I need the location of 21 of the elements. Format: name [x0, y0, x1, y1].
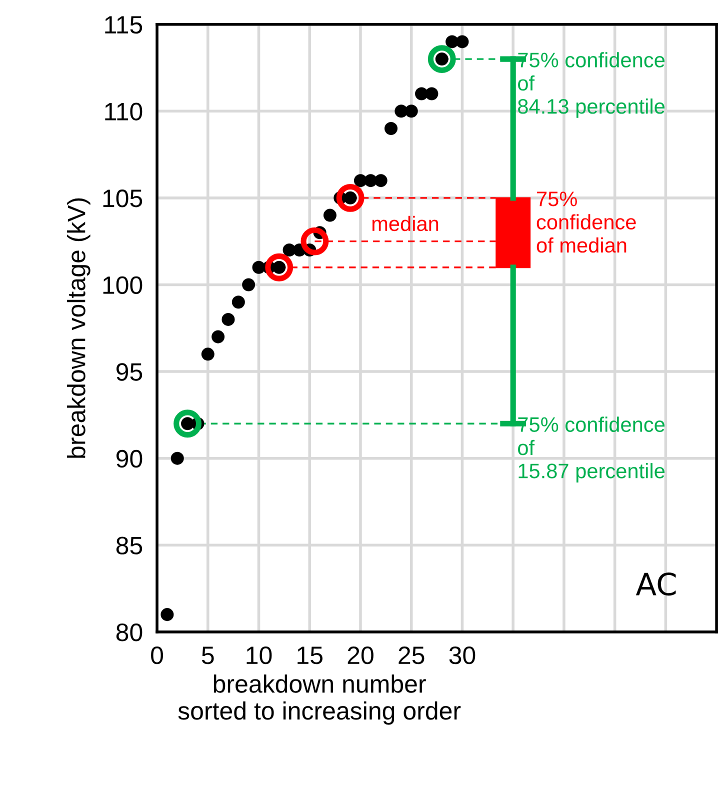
y-tick-label: 115: [105, 16, 142, 34]
y-tick-label: 105: [103, 190, 142, 208]
x-tick-label: 5: [202, 646, 214, 664]
y-tick-label: 110: [105, 102, 142, 120]
x-tick-label: 0: [151, 646, 163, 664]
x-axis-title: breakdown number sorted to increasing order: [178, 674, 461, 725]
y-axis-title: breakdown voltage (kV): [67, 198, 90, 458]
y-tick-label: 80: [116, 624, 142, 642]
x-tick-label: 15: [298, 646, 322, 664]
y-tick-label: 85: [116, 536, 142, 554]
series-label: 75% confidence of median: [536, 192, 636, 253]
y-tick-label: 90: [116, 450, 142, 468]
x-tick-label: 30: [449, 646, 476, 664]
x-tick-label: 20: [348, 646, 374, 664]
series-label: median: [372, 216, 438, 232]
y-tick-label: 95: [116, 363, 142, 381]
x-tick-label: 25: [398, 646, 424, 664]
series-label: 75% confidence of 15.87 percentile: [518, 416, 664, 482]
x-tick-label: 10: [246, 646, 272, 664]
annotation: AC: [636, 572, 676, 596]
y-tick-label: 100: [103, 276, 142, 294]
